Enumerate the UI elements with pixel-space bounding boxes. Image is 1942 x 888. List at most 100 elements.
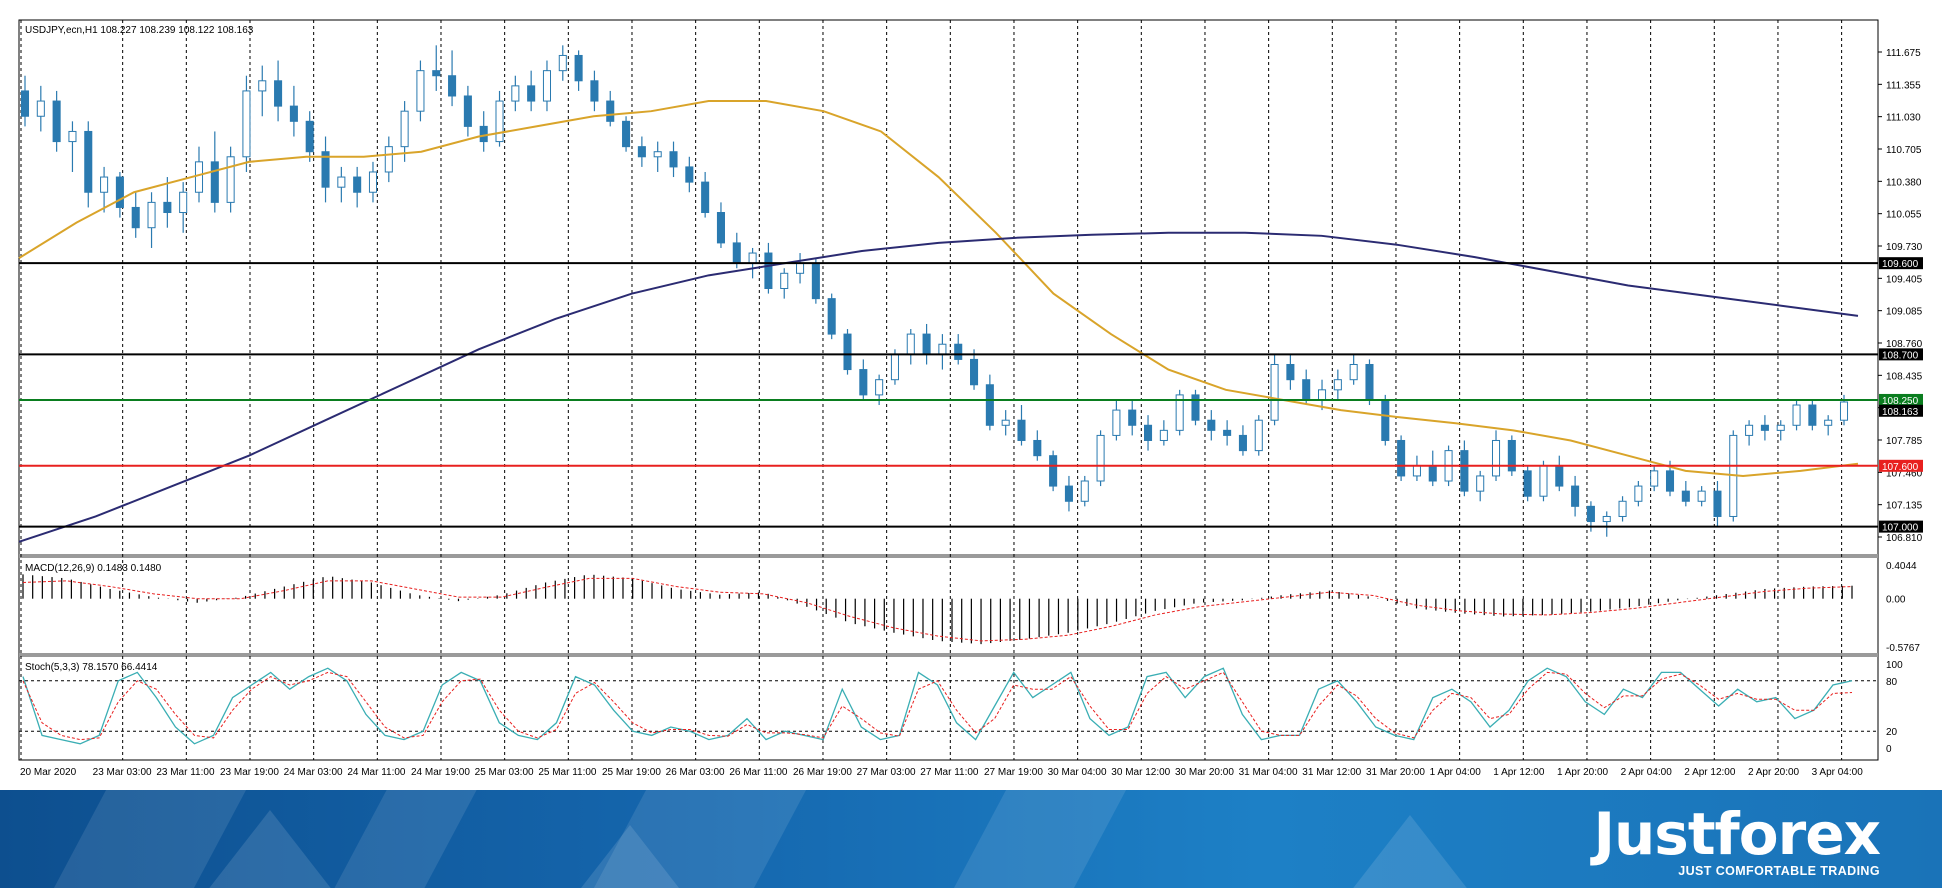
moving-average-navy bbox=[18, 231, 1859, 543]
candle bbox=[400, 101, 409, 162]
stoch-y-tick-label: 0 bbox=[1886, 744, 1892, 755]
y-tick-label: 107.460 bbox=[1886, 468, 1923, 479]
candle-bull bbox=[1792, 404, 1801, 426]
x-tick-label: 26 Mar 19:00 bbox=[793, 767, 852, 778]
candle-bear bbox=[859, 369, 868, 396]
candle-bull bbox=[242, 90, 251, 158]
candle bbox=[1080, 475, 1089, 507]
candle-bull bbox=[1096, 434, 1105, 482]
y-tick-label: 108.435 bbox=[1886, 371, 1923, 382]
x-tick-label: 31 Mar 04:00 bbox=[1239, 767, 1298, 778]
candle bbox=[115, 171, 124, 218]
candle-bear bbox=[716, 212, 725, 244]
candle bbox=[36, 85, 45, 132]
candle bbox=[1144, 415, 1153, 451]
current-price-label: 108.163 bbox=[1882, 407, 1919, 418]
candle bbox=[1381, 394, 1390, 446]
candle bbox=[147, 192, 156, 248]
candle bbox=[1824, 415, 1833, 436]
price-level-tag bbox=[1879, 520, 1923, 533]
candle-bull bbox=[179, 191, 188, 214]
macd-label: MACD(12,26,9) 0.1483 0.1480 bbox=[25, 563, 162, 574]
candle bbox=[1539, 460, 1548, 502]
candle-bull bbox=[1159, 429, 1168, 441]
candle-bear bbox=[1586, 505, 1595, 523]
candle bbox=[954, 334, 963, 365]
candle bbox=[922, 323, 931, 365]
candle bbox=[1634, 481, 1643, 507]
x-tick-label: 30 Mar 04:00 bbox=[1048, 767, 1107, 778]
chart-title: USDJPY,ecn,H1 108.227 108.239 108.122 10… bbox=[25, 25, 254, 36]
candle bbox=[764, 242, 773, 294]
candle bbox=[20, 75, 30, 127]
candle-bull bbox=[1634, 485, 1643, 502]
candle-bull bbox=[495, 100, 504, 143]
candle bbox=[1428, 450, 1437, 487]
candle bbox=[84, 121, 93, 208]
candle bbox=[1064, 475, 1073, 512]
candle-bull bbox=[542, 70, 552, 102]
candle bbox=[827, 293, 836, 340]
candle-bull bbox=[258, 80, 267, 92]
y-tick-label: 111.030 bbox=[1886, 113, 1921, 124]
candle-bull bbox=[147, 201, 156, 229]
candle-bear bbox=[590, 80, 599, 102]
candle-bear bbox=[922, 333, 931, 355]
x-tick-label: 30 Mar 20:00 bbox=[1175, 767, 1234, 778]
candle bbox=[1175, 389, 1184, 436]
candle-bull bbox=[1317, 389, 1327, 401]
panel-frame-2 bbox=[18, 556, 1879, 656]
macd-y-tick-label: -0.5767 bbox=[1886, 643, 1920, 654]
candle-bear bbox=[1507, 439, 1516, 472]
candle-bull bbox=[194, 161, 204, 193]
candle-bull bbox=[558, 54, 567, 72]
current-price-tag bbox=[1879, 404, 1923, 417]
moving-average-orange bbox=[18, 100, 1859, 477]
candle bbox=[1365, 359, 1374, 406]
y-tick-label: 106.810 bbox=[1886, 533, 1923, 544]
stoch-y-tick-label: 80 bbox=[1886, 677, 1898, 688]
candle bbox=[179, 182, 188, 233]
candle bbox=[52, 90, 61, 152]
candle-bear bbox=[1017, 419, 1026, 441]
candle bbox=[796, 253, 805, 284]
stoch-label: Stoch(5,3,3) 78.1570 66.4414 bbox=[25, 662, 158, 673]
candle-bull bbox=[416, 70, 425, 112]
candle-bull bbox=[1001, 419, 1010, 426]
candle-bear bbox=[1238, 434, 1247, 452]
candle bbox=[1238, 425, 1247, 456]
stoch-k-line bbox=[22, 667, 1853, 745]
candle bbox=[1191, 389, 1200, 426]
x-tick-label: 23 Mar 19:00 bbox=[220, 767, 279, 778]
brand-logo[interactable]: Justforex bbox=[1593, 800, 1881, 868]
candle bbox=[622, 116, 631, 152]
y-tick-label: 110.705 bbox=[1886, 145, 1922, 156]
x-tick-label: 2 Apr 12:00 bbox=[1684, 767, 1736, 778]
candle-bull bbox=[1602, 515, 1611, 523]
candle-bear bbox=[289, 105, 298, 122]
candle-bear bbox=[843, 333, 852, 371]
candle-bear bbox=[1049, 455, 1058, 487]
candle-bear bbox=[1128, 409, 1137, 426]
x-tick-label: 24 Mar 03:00 bbox=[284, 767, 343, 778]
candle-bear bbox=[954, 343, 963, 360]
candle bbox=[542, 60, 552, 112]
candle-bull bbox=[1080, 480, 1089, 502]
candle bbox=[1159, 420, 1168, 446]
price-level-tag bbox=[1879, 459, 1923, 472]
candle bbox=[859, 359, 868, 400]
candle bbox=[1571, 475, 1580, 517]
candle-bear bbox=[1223, 429, 1232, 436]
candle-bear bbox=[827, 298, 836, 335]
x-tick-label: 23 Mar 11:00 bbox=[156, 767, 215, 778]
x-tick-label: 27 Mar 11:00 bbox=[920, 767, 979, 778]
candle-bull bbox=[1824, 419, 1833, 426]
stoch-y-tick-label: 20 bbox=[1886, 727, 1898, 738]
candle bbox=[1650, 465, 1659, 492]
candle-bull bbox=[384, 146, 393, 173]
candle-bear bbox=[985, 384, 994, 426]
chart-area: USDJPY,ecn,H1 108.227 108.239 108.122 10… bbox=[18, 19, 1923, 778]
candle bbox=[1460, 440, 1469, 497]
candle bbox=[653, 141, 662, 172]
x-tick-label: 26 Mar 11:00 bbox=[729, 767, 788, 778]
